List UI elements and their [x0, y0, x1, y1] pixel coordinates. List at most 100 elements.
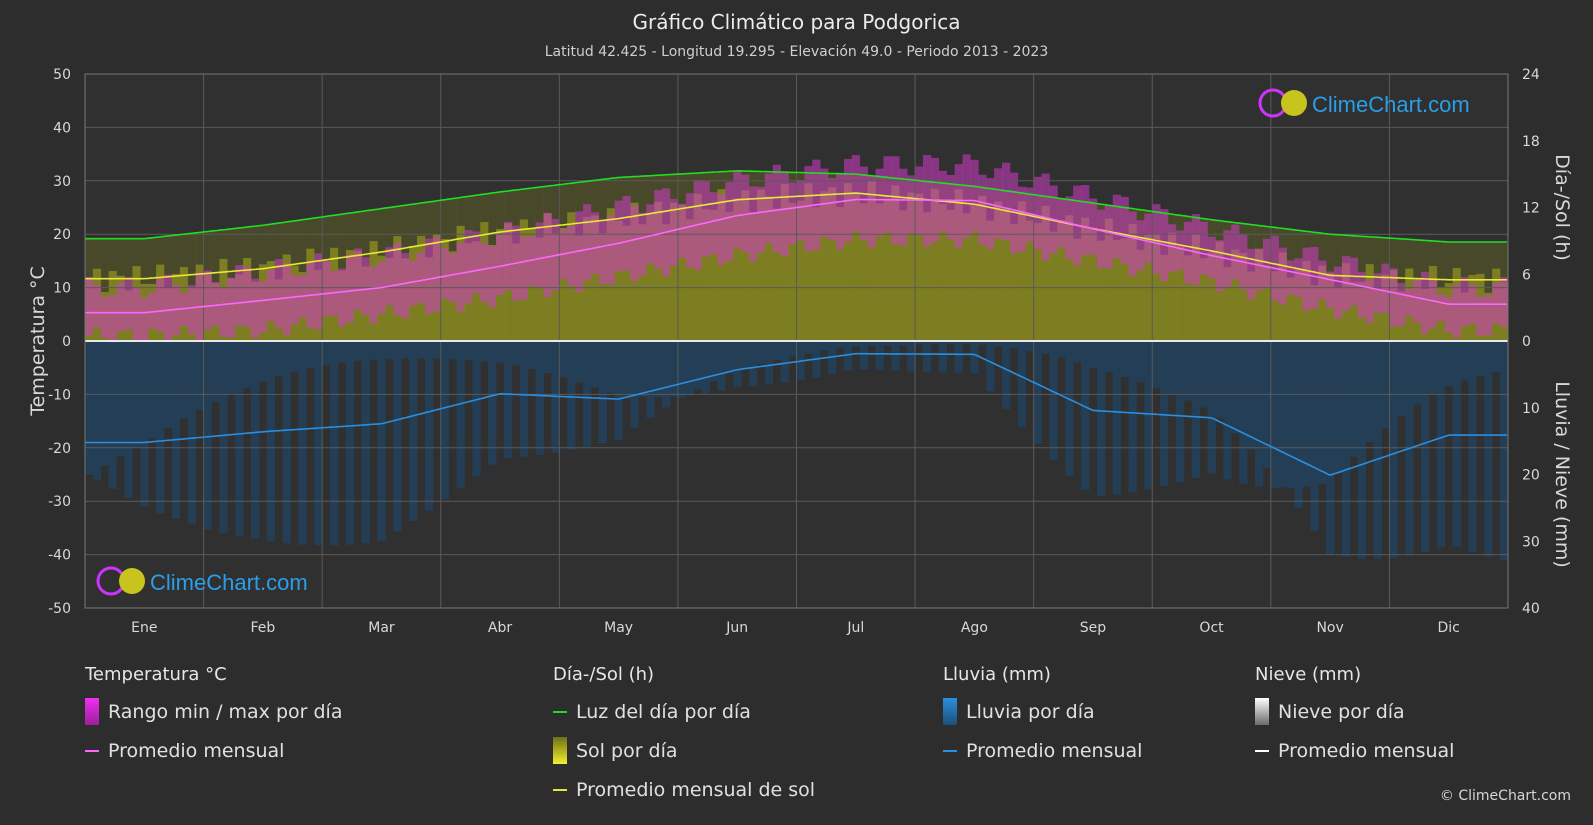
legend-item: Nieve por día [1255, 692, 1454, 731]
temp-range-bar [1152, 204, 1161, 274]
rain-bar [1397, 341, 1406, 416]
rain-bar [756, 341, 766, 364]
rain-bar [907, 341, 916, 372]
sunshine-bar [1183, 255, 1193, 341]
temp-range-bar [1460, 276, 1469, 327]
temp-range-bar [1349, 257, 1359, 306]
sunshine-bar [954, 189, 963, 341]
temp-range-bar [164, 274, 173, 343]
rain-bar [164, 341, 173, 428]
temp-avg-line [85, 198, 1507, 314]
temp-range-bar [788, 182, 797, 245]
temp-range-bar [1025, 187, 1034, 242]
sunshine-bar [859, 203, 868, 341]
rain-bar [867, 341, 876, 347]
rain-bar [962, 341, 971, 344]
temp-range-bar [116, 282, 125, 332]
temp-range-bar [100, 296, 110, 338]
rain-bar [1262, 341, 1272, 468]
y-tick-label: -40 [48, 548, 71, 564]
rain-bar [1460, 341, 1469, 381]
temp-range-bar [148, 292, 157, 329]
rain-bar [946, 341, 955, 345]
rain-bar [1017, 341, 1027, 427]
rain-bar [195, 341, 204, 410]
sunshine-bar [1168, 232, 1177, 341]
sunshine-bar [1017, 201, 1027, 341]
temp-range-bar [156, 278, 165, 332]
series-lines [85, 169, 1507, 476]
sunshine-bar [812, 207, 821, 341]
daylight-bar [1484, 241, 1493, 341]
rain-bar [1009, 341, 1019, 349]
sunshine-bar [883, 198, 892, 341]
rain-bar [85, 341, 94, 475]
rain-bar [685, 341, 695, 396]
sunshine-bar [772, 208, 781, 341]
temp-range-bar [725, 181, 734, 262]
temp-range-bar [994, 168, 1003, 239]
y-tick-label: 0 [62, 334, 71, 350]
temp-range-bar [717, 194, 726, 265]
temp-range-bar [1294, 258, 1303, 297]
x-tick-label: Nov [1316, 620, 1343, 636]
sunshine-bar [962, 213, 971, 341]
temp-range-bar [1421, 271, 1430, 334]
rain-bar [1073, 341, 1082, 363]
temp-range-bar [654, 190, 663, 269]
temp-range-bar [85, 276, 94, 336]
y-tick-label: 30 [53, 174, 71, 190]
rain-bar [1413, 341, 1422, 405]
temp-range-bar [1334, 266, 1343, 319]
sunshine-bar [741, 190, 750, 341]
rain-bar [1255, 341, 1264, 487]
legend-item: Lluvia por día [943, 692, 1142, 731]
sunshine-bar [654, 201, 663, 341]
sunshine-bar [780, 184, 789, 341]
sunshine-bar [701, 209, 710, 341]
x-tick-label: Ene [131, 620, 157, 636]
legend-snow: Nieve (mm) Nieve por día Promedio mensua… [1255, 664, 1454, 770]
temp-range-bar [1096, 209, 1106, 269]
rain-bar [622, 341, 631, 397]
sunshine-bar [733, 198, 742, 341]
temp-range-bar [385, 247, 394, 306]
temp-range-bar [1318, 260, 1327, 300]
temp-range-bar [282, 263, 291, 336]
sunshine-bar [986, 220, 995, 341]
rain-bar [954, 341, 963, 373]
y3-tick-label: 40 [1522, 601, 1540, 617]
rain-bar [654, 341, 663, 397]
rain-bar [290, 341, 299, 372]
temp-range-bar [543, 212, 552, 298]
rain-bar [393, 341, 402, 532]
temp-range-bar [219, 287, 228, 337]
rain-bar [741, 341, 750, 369]
sunshine-bar [843, 183, 853, 341]
sunshine-bar [1073, 238, 1082, 341]
rain-bar [1081, 341, 1090, 491]
rain-bar [1033, 341, 1042, 444]
temp-range-bar [203, 270, 212, 330]
temp-range-bar [124, 277, 133, 330]
rain-bar [1476, 341, 1485, 377]
sunshine-swatch [553, 737, 567, 764]
temp-range-bar [1104, 205, 1114, 269]
rain-bar [108, 341, 117, 489]
sunshine-avg-line [85, 192, 1507, 281]
y3-tick-label: 20 [1522, 468, 1540, 484]
rain-bar [179, 341, 189, 419]
temp-range-bar [606, 215, 615, 285]
rain-bar [1239, 341, 1248, 484]
sunshine-bar [662, 224, 671, 341]
legend-item: Promedio mensual [1255, 731, 1454, 770]
sunshine-bar [899, 210, 908, 341]
temp-range-bar [1081, 185, 1090, 256]
temp-range-bar [828, 178, 837, 240]
temp-range-bar [1120, 196, 1129, 264]
rain-bar [227, 341, 236, 395]
rain-bar [677, 341, 687, 399]
rain-bar [1444, 341, 1453, 387]
sunshine-bar [1223, 267, 1232, 341]
rain-bar [1349, 341, 1359, 458]
